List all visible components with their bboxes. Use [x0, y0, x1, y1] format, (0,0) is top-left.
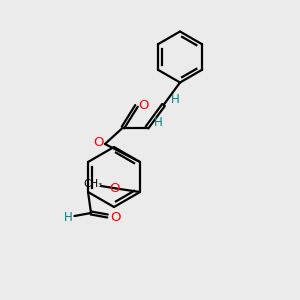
Text: O: O	[93, 136, 104, 149]
Text: H: H	[64, 211, 72, 224]
Text: H: H	[154, 116, 163, 129]
Text: H: H	[170, 93, 179, 106]
Text: CH₃: CH₃	[83, 178, 102, 189]
Text: O: O	[109, 182, 119, 195]
Text: O: O	[110, 211, 120, 224]
Text: O: O	[138, 99, 148, 112]
